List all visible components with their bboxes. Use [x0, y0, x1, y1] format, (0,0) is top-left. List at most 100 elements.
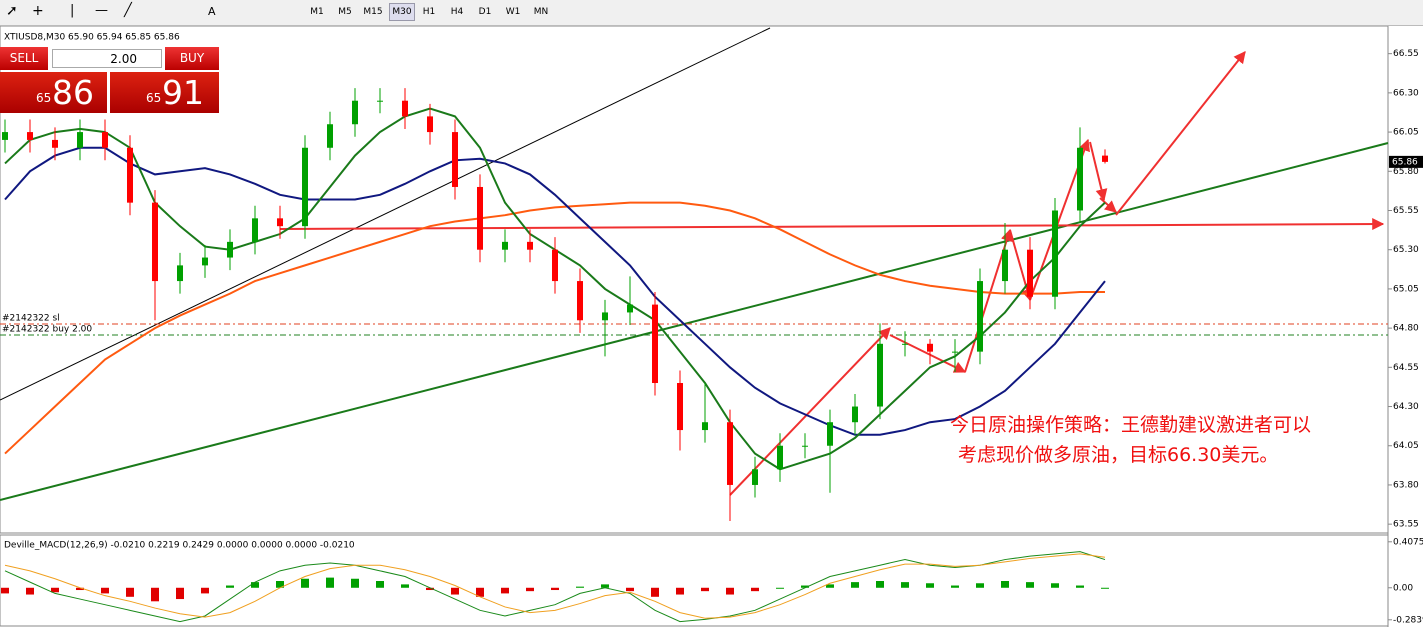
histogram-bar: [501, 587, 509, 594]
y-tick-label: 65.55: [1393, 206, 1419, 216]
histogram-bar: [26, 587, 34, 595]
candle-body: [77, 132, 83, 148]
buy-button[interactable]: BUY: [165, 47, 219, 70]
lots-input[interactable]: 2.00: [52, 49, 162, 68]
buy-price[interactable]: 65 91: [110, 72, 219, 113]
timeframe-button[interactable]: M1: [310, 7, 324, 17]
candle-body: [677, 383, 683, 431]
histogram-bar: [476, 587, 484, 597]
candle-body: [477, 186, 483, 250]
candle-body: [702, 422, 708, 431]
candle-body: [1052, 210, 1058, 297]
arrow: [1009, 229, 1033, 302]
price-figure: 91: [162, 73, 204, 112]
order-label: #2142322 buy 2.00: [2, 325, 92, 335]
histogram-bar: [451, 587, 459, 595]
histogram-bar: [226, 585, 234, 588]
price-marker: [1389, 155, 1423, 168]
candle-body: [327, 124, 333, 148]
histogram-bar: [701, 587, 709, 592]
candle-body: [577, 281, 583, 321]
trade-panel: SELL 2.00 BUY 65 86 65 91: [0, 47, 219, 114]
candle-body: [802, 445, 808, 447]
histogram-bar: [876, 581, 884, 588]
timeframe-button[interactable]: MN: [533, 7, 549, 17]
hline-icon[interactable]: —: [95, 3, 108, 18]
y-tick-label: 66.05: [1393, 128, 1419, 138]
timeframe-button[interactable]: D1: [478, 7, 492, 17]
candle-body: [527, 241, 533, 250]
histogram-bar: [901, 582, 909, 588]
histogram-bar: [626, 587, 634, 592]
y-tick-label: 66.30: [1393, 88, 1419, 98]
arrow: [729, 327, 891, 496]
histogram-bar: [426, 587, 434, 591]
annotation: 考虑现价做多原油，目标66.30美元。: [958, 444, 1279, 466]
timeframe-button[interactable]: M30: [389, 3, 415, 21]
indicator-header: Deville_MACD(12,26,9) -0.0210 0.2219 0.2…: [4, 541, 355, 551]
histogram-bar: [926, 583, 934, 588]
arrow: [279, 218, 1385, 231]
histogram-bar: [151, 587, 159, 602]
timeframe-button[interactable]: M5: [338, 7, 352, 17]
histogram-bar: [676, 587, 684, 595]
arrow: [1099, 197, 1117, 213]
histogram-bar: [601, 584, 609, 588]
candle-body: [102, 132, 108, 148]
candle-body: [902, 343, 908, 345]
candle-body: [202, 257, 208, 266]
candle-body: [502, 241, 508, 250]
timeframe-button[interactable]: H1: [422, 7, 436, 17]
candle-body: [227, 241, 233, 258]
histogram-bar: [301, 578, 309, 588]
y-tick-label: 65.80: [1393, 167, 1419, 177]
arrows: [279, 51, 1385, 496]
y-tick-label: 64.80: [1393, 324, 1419, 334]
candle-body: [1077, 147, 1083, 211]
histogram-bar: [976, 583, 984, 588]
toolbar: ➚ + | — ╱ A M1 M5 M15 M30 H1 H4 D1 W1 MN: [0, 0, 1423, 26]
candle-body: [2, 132, 8, 140]
candle-body: [1002, 249, 1008, 282]
arrow: [1089, 141, 1108, 202]
candle-body: [152, 202, 158, 282]
histogram-bar: [251, 582, 259, 588]
timeframe-button[interactable]: M15: [363, 7, 383, 17]
vline-icon[interactable]: |: [70, 3, 75, 18]
y-tick-label: -0.2839: [1393, 615, 1423, 625]
candle-body: [952, 351, 958, 353]
y-tick-label: 0.00: [1393, 583, 1413, 593]
y-tick-label: 0.4075: [1393, 537, 1423, 547]
text-tool[interactable]: A: [208, 5, 216, 18]
crosshair-icon[interactable]: +: [32, 3, 44, 19]
histogram-bar: [651, 587, 659, 597]
candle-body: [252, 218, 258, 242]
histogram-bar: [751, 587, 759, 592]
candle-body: [1027, 249, 1033, 297]
timeframe-button[interactable]: H4: [450, 7, 464, 17]
histogram-bar: [276, 581, 284, 588]
histogram-bar: [1026, 582, 1034, 588]
timeframe-button[interactable]: W1: [505, 7, 521, 17]
histogram-bar: [576, 586, 584, 588]
histogram-bar: [376, 581, 384, 588]
sell-price[interactable]: 65 86: [0, 72, 107, 113]
candle-body: [377, 100, 383, 102]
histogram-bar: [76, 587, 84, 591]
trend-line: [0, 27, 771, 401]
candle-body: [977, 281, 983, 352]
histogram-bar: [326, 577, 334, 588]
candle-body: [602, 312, 608, 321]
y-tick-label: 64.05: [1393, 441, 1419, 451]
y-tick-label: 64.30: [1393, 402, 1419, 412]
order-label: #2142322 sl: [2, 314, 60, 324]
cursor-icon[interactable]: ➚: [6, 3, 18, 19]
annotation: 今日原油操作策略：王德勤建议激进者可以: [950, 414, 1312, 436]
sell-button[interactable]: SELL: [0, 47, 48, 70]
trend-line: [0, 142, 1389, 501]
trendline-icon[interactable]: ╱: [124, 3, 132, 18]
y-tick-label: 65.30: [1393, 245, 1419, 255]
histogram-bar: [1, 587, 9, 594]
histogram-bar: [351, 578, 359, 588]
candle-body: [1102, 155, 1108, 162]
